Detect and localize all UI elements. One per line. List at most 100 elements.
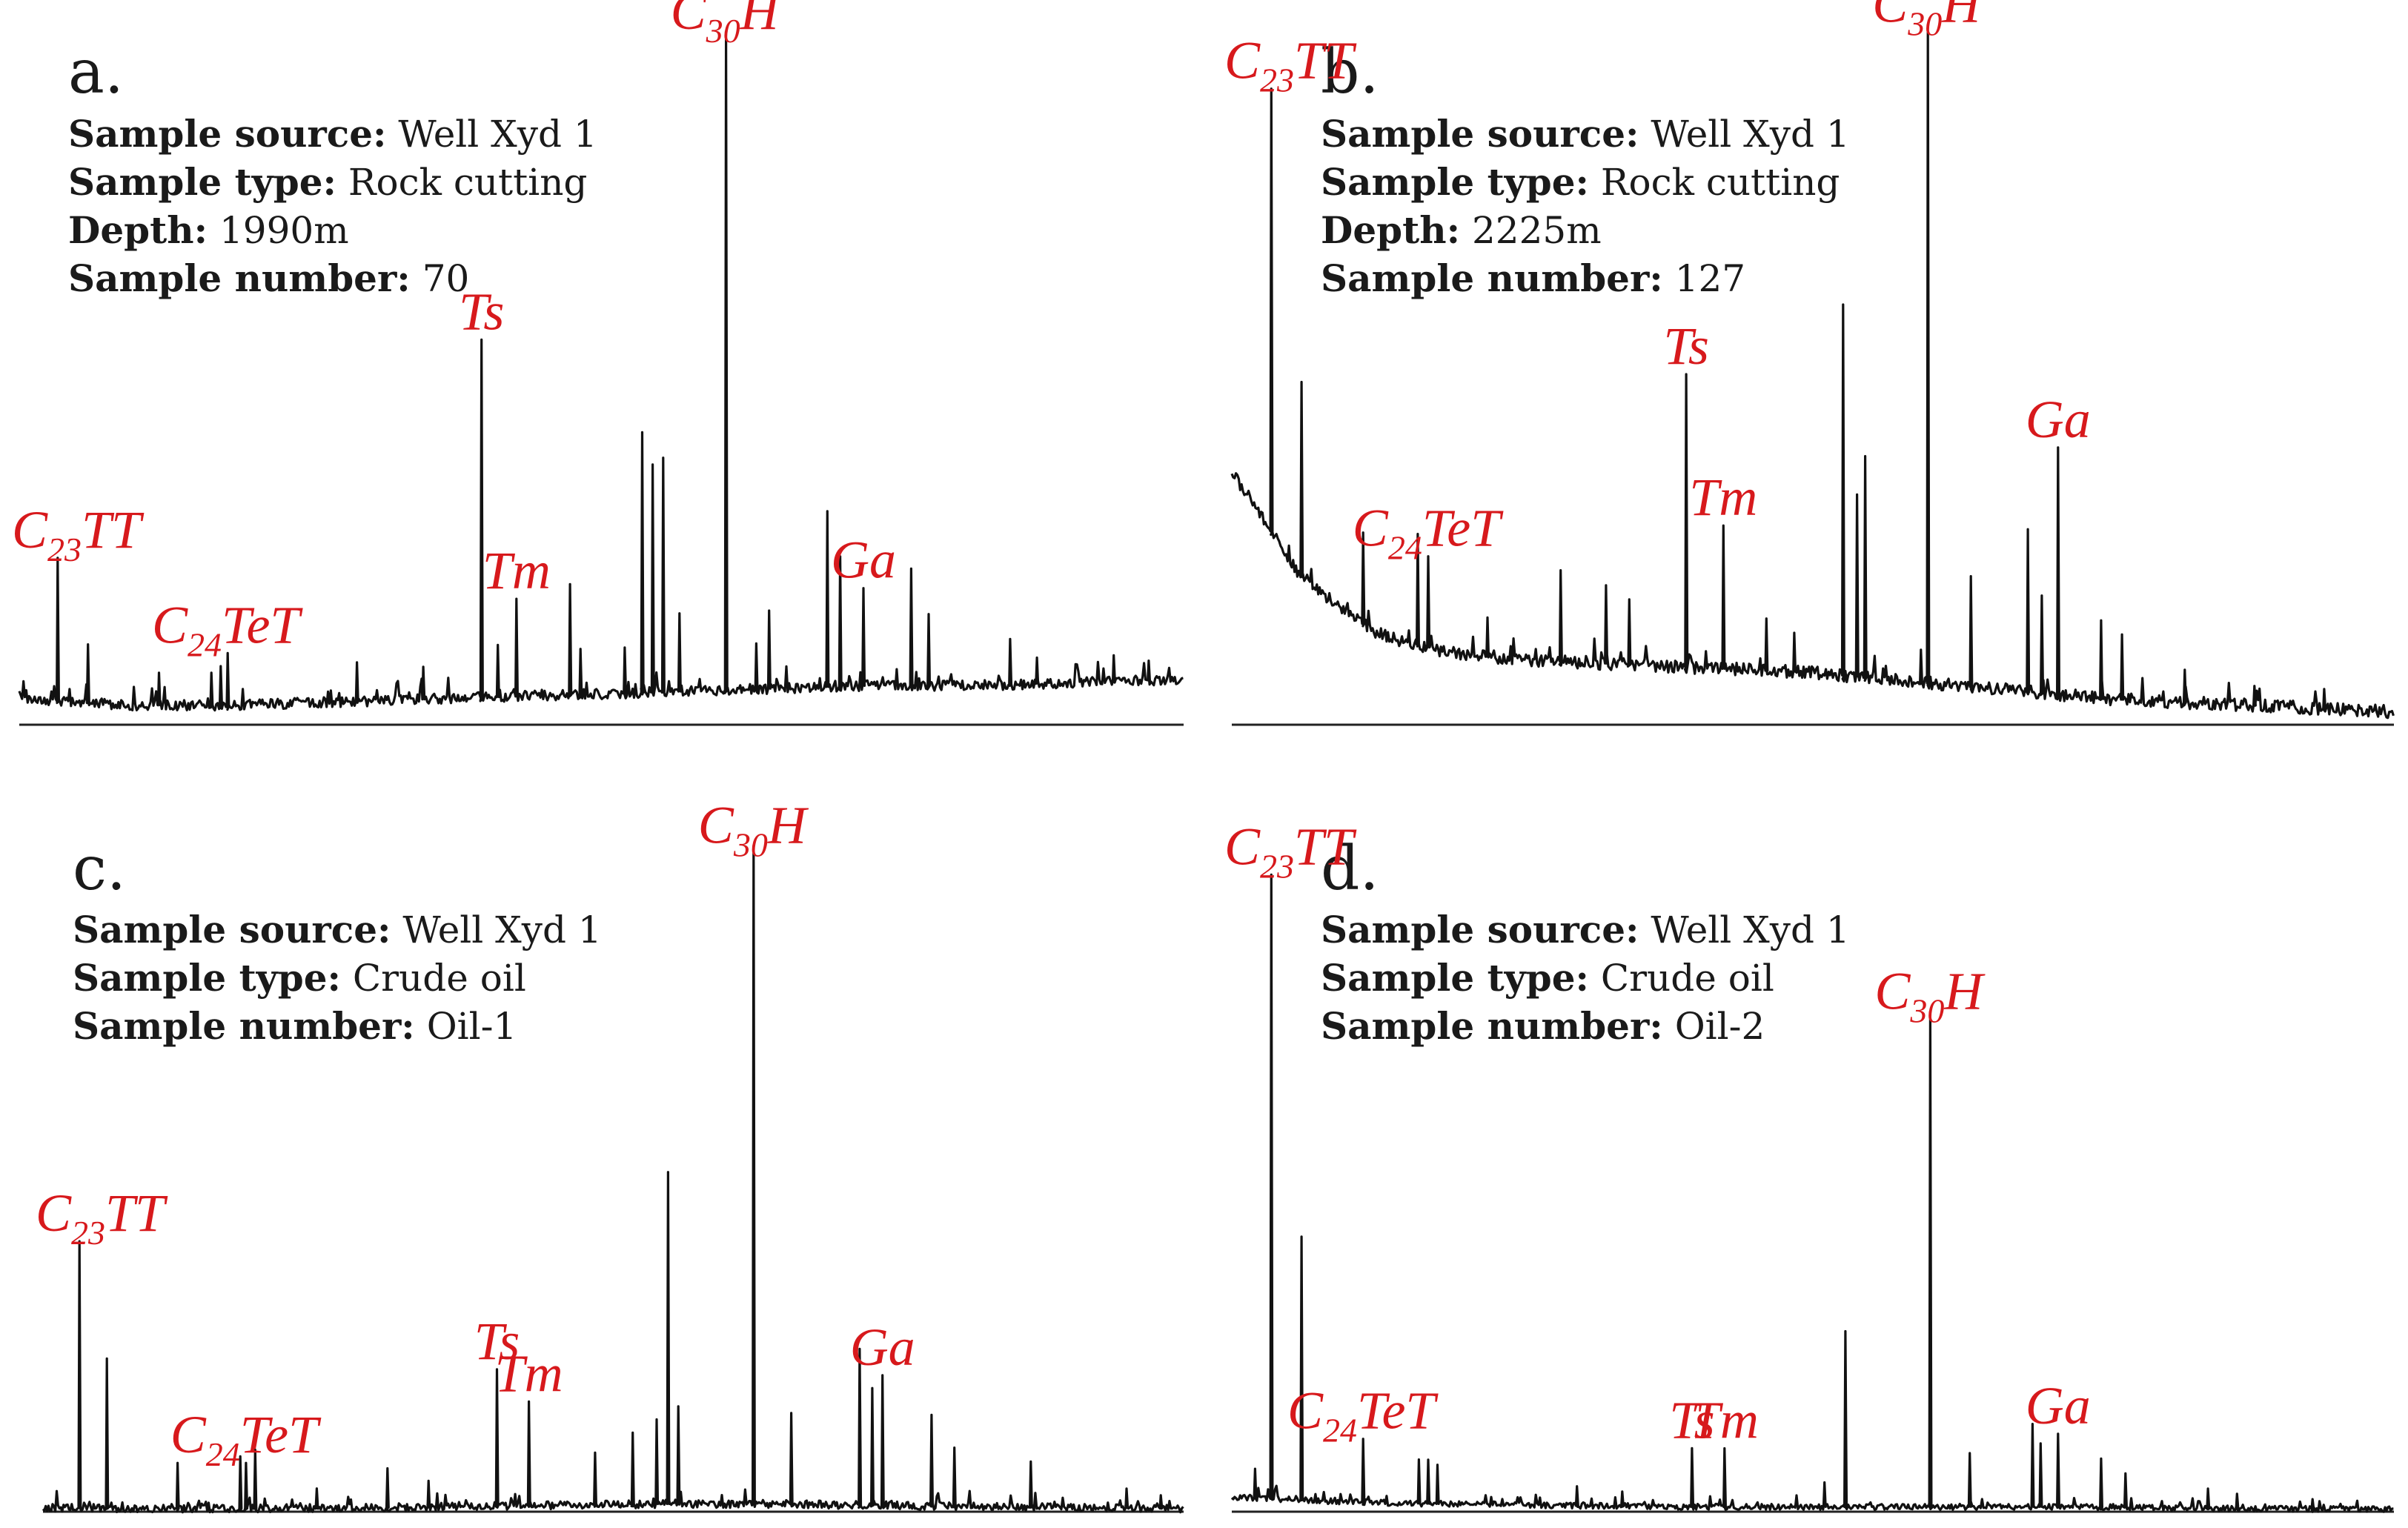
- peak-label: Tm: [495, 1343, 563, 1403]
- peak-apex: [1416, 533, 1419, 535]
- peak-apex: [930, 1414, 933, 1416]
- peak-apex: [1147, 660, 1150, 662]
- peak-apex: [245, 1462, 248, 1464]
- peak-apex: [496, 1368, 498, 1371]
- peak-apex: [1009, 638, 1012, 640]
- peak-label: C30H: [698, 796, 809, 864]
- peak-apex: [655, 1418, 658, 1421]
- peak-apex: [580, 648, 582, 650]
- peak-apex: [1929, 1018, 1931, 1020]
- peak-apex: [1920, 648, 1922, 651]
- peak-apex: [858, 1348, 861, 1350]
- peak-apex: [1436, 1464, 1439, 1466]
- peak-apex: [1270, 874, 1273, 876]
- peak-apex: [1112, 654, 1115, 657]
- peak-apex: [1300, 381, 1303, 383]
- info-line: Sample number: 127: [1321, 256, 1745, 300]
- peak-apex: [176, 1462, 179, 1464]
- peak-apex: [1427, 555, 1430, 557]
- info-line: Sample source: Well Xyd 1: [73, 908, 602, 951]
- peak-apex: [227, 652, 229, 654]
- peak-apex: [528, 1401, 530, 1403]
- peak-apex: [497, 644, 499, 646]
- peak-apex: [1576, 1485, 1578, 1487]
- peak-apex: [2031, 1423, 2034, 1425]
- peak-apex: [790, 1412, 792, 1415]
- peak-apex: [1029, 1461, 1032, 1463]
- panel-letter-a: a.: [68, 37, 124, 107]
- peak-label: C30H: [1872, 0, 1983, 43]
- peak-apex: [881, 1374, 883, 1377]
- peak-apex: [678, 612, 680, 614]
- peak-apex: [927, 613, 930, 615]
- peak-apex: [568, 583, 571, 585]
- peak-apex: [1968, 1452, 1971, 1455]
- info-line: Sample source: Well Xyd 1: [1321, 908, 1850, 951]
- peak-apex: [1628, 598, 1631, 601]
- peak-apex: [651, 463, 654, 466]
- peak-label: C23TT: [1224, 817, 1357, 885]
- peak-apex: [210, 671, 213, 674]
- peak-apex: [1621, 1490, 1623, 1493]
- peak-label: Ga: [2026, 1376, 2091, 1435]
- info-line: Depth: 1990m: [68, 208, 349, 252]
- peak-apex: [1300, 1235, 1303, 1238]
- panel-letter-b: b.: [1321, 37, 1379, 107]
- peak-label: C24TeT: [152, 595, 303, 663]
- peak-apex: [1254, 1467, 1256, 1470]
- peak-apex: [239, 1455, 242, 1458]
- peak-apex: [1927, 31, 1929, 33]
- panel-letter-d: d.: [1321, 834, 1379, 904]
- peak-apex: [2183, 668, 2186, 671]
- peak-apex: [1793, 631, 1796, 634]
- chromatogram-trace: [18, 38, 1184, 712]
- peak-apex: [515, 597, 517, 600]
- peak-apex: [2323, 688, 2326, 691]
- peak-apex: [1685, 373, 1688, 376]
- peak-label: Tm: [1691, 1391, 1759, 1450]
- peak-apex: [1362, 531, 1364, 534]
- peak-apex: [953, 1446, 955, 1449]
- info-line: Sample type: Crude oil: [1321, 956, 1774, 1000]
- peak-label: C24TeT: [1353, 499, 1504, 567]
- info-line: Depth: 2225m: [1321, 208, 1602, 252]
- peak-label: C30H: [671, 0, 782, 50]
- peak-apex: [2206, 1487, 2209, 1490]
- peak-apex: [1427, 1458, 1430, 1461]
- peak-apex: [106, 1358, 108, 1360]
- info-line: Sample type: Crude oil: [73, 956, 526, 1000]
- peak-label: Ts: [474, 1312, 520, 1371]
- info-line: Sample source: Well Xyd 1: [1321, 112, 1850, 156]
- peak-label: C23TT: [36, 1183, 168, 1252]
- peak-label: Ts: [459, 282, 504, 341]
- peak-apex: [910, 568, 912, 570]
- peak-apex: [1842, 303, 1844, 306]
- peak-apex: [1035, 657, 1038, 659]
- peak-apex: [2124, 1472, 2126, 1475]
- peak-apex: [1418, 1458, 1420, 1461]
- peak-apex: [1559, 569, 1562, 571]
- peak-apex: [871, 1387, 874, 1389]
- peak-apex: [641, 431, 643, 434]
- peak-apex: [1844, 1330, 1847, 1332]
- peak-apex: [87, 643, 89, 645]
- peak-apex: [316, 1487, 318, 1489]
- peak-apex: [2040, 1442, 2042, 1445]
- peak-apex: [667, 1171, 669, 1173]
- panel-d: d. Sample source: Well Xyd 1 Sample type…: [1224, 817, 2394, 1513]
- peak-apex: [2057, 1432, 2059, 1435]
- peak-apex: [254, 1449, 256, 1451]
- chromatogram-plot-b: C23TT C24TeT Ts Tm C30H Ga: [1224, 0, 2395, 726]
- info-line: Sample source: Well Xyd 1: [68, 112, 597, 156]
- chromatogram-trace: [1230, 31, 2395, 720]
- panel-letter-c: c.: [73, 834, 126, 904]
- peak-label: Ga: [850, 1318, 915, 1377]
- peak-apex: [2312, 1498, 2314, 1501]
- peak-label: Tm: [482, 541, 551, 600]
- panel-b: b. Sample source: Well Xyd 1 Sample type…: [1224, 0, 2395, 726]
- peak-label: C30H: [1874, 961, 1986, 1029]
- peak-apex: [1823, 1481, 1825, 1484]
